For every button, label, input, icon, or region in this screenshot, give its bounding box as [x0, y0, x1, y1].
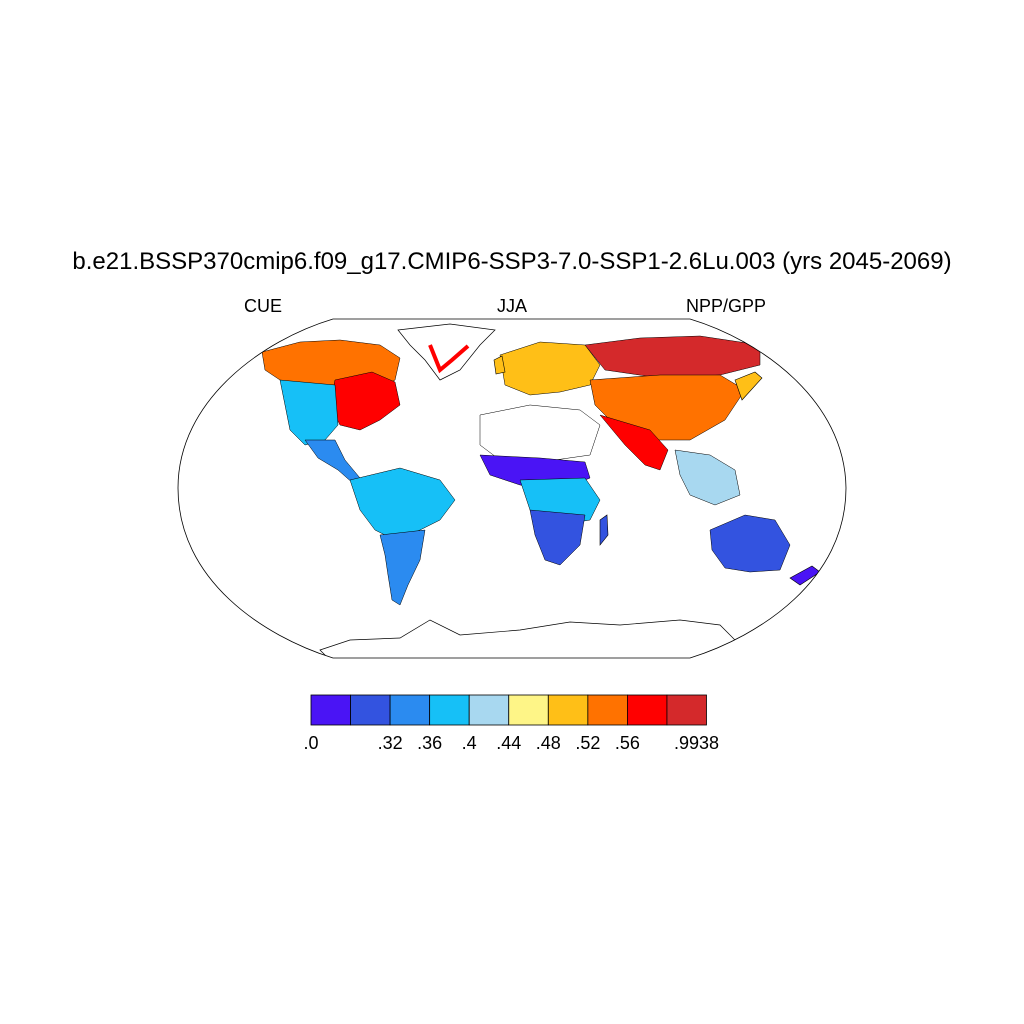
japan [734, 371, 763, 401]
center-string: JJA [496, 296, 527, 316]
plot-title: b.e21.BSSP370cmip6.f09_g17.CMIP6-SSP3-7.… [72, 248, 952, 275]
colorbar-box [468, 694, 510, 726]
region-sahara [479, 404, 601, 461]
colorbar-box [350, 694, 391, 726]
region-central-america [304, 439, 361, 486]
colorbar [310, 694, 707, 726]
british-isles [493, 355, 506, 375]
colorbar-box [587, 694, 628, 726]
colorbar-label: .9938 [673, 733, 720, 753]
colorbar-label: .48 [535, 733, 561, 753]
region-amazon [349, 467, 456, 541]
colorbar-label: .36 [417, 733, 443, 753]
greenland-outline [397, 323, 496, 381]
left-string: CUE [244, 296, 283, 316]
region-south-america-south [379, 529, 426, 606]
colorbar-box [547, 694, 589, 726]
colorbar-label: .0 [303, 733, 319, 753]
antarctica-outline [319, 619, 736, 658]
colorbar-label: .32 [377, 733, 403, 753]
right-string: NPP/GPP [686, 296, 767, 316]
colorbar-box [389, 694, 431, 726]
colorbar-label: .44 [496, 733, 522, 753]
region-southeast-asia [674, 449, 741, 506]
colorbar-box [429, 694, 470, 726]
colorbar-box [310, 694, 351, 726]
region-north-america-west [279, 379, 339, 446]
colorbar-box [666, 694, 707, 726]
colorbar-box [508, 694, 549, 726]
map-land-layer [261, 323, 821, 658]
region-europe [499, 341, 601, 396]
colorbar-label: .4 [461, 733, 477, 753]
madagascar [599, 514, 609, 546]
colorbar-box [627, 694, 668, 726]
greenland-edge [428, 344, 470, 374]
map-border [177, 318, 847, 659]
region-north-america-east [329, 371, 401, 431]
colorbar-label: .52 [575, 733, 601, 753]
colorbar-label: .56 [614, 733, 640, 753]
region-south-asia [599, 414, 669, 471]
region-australia [709, 514, 791, 573]
region-southern-africa [529, 509, 586, 566]
region-siberia [584, 335, 761, 379]
